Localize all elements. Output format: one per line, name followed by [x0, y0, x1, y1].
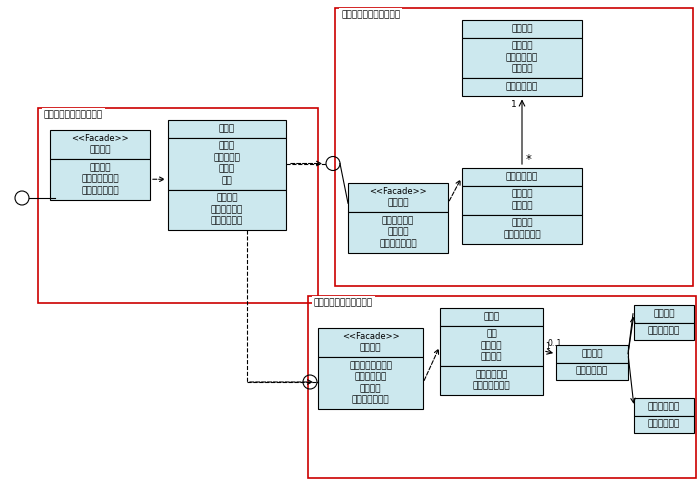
Text: 妥当な会員か（）: 妥当な会員か（）	[349, 361, 392, 370]
Text: （会員コード、: （会員コード、	[81, 175, 119, 184]
Bar	[308, 296, 696, 478]
Text: 貸出実施（）: 貸出実施（）	[506, 82, 538, 91]
Text: （会員コード）: （会員コード）	[351, 396, 389, 405]
Bar	[556, 345, 628, 362]
Text: 0..1: 0..1	[547, 339, 561, 348]
Text: 名前: 名前	[486, 330, 497, 339]
Text: 貸　出: 貸 出	[219, 124, 235, 133]
Text: レンタル商品: レンタル商品	[506, 172, 538, 181]
Bar	[318, 357, 423, 409]
Text: <<Facade>>: <<Facade>>	[71, 134, 129, 143]
Bar	[50, 159, 150, 199]
Bar	[462, 215, 582, 244]
Text: 取得する: 取得する	[387, 228, 409, 237]
Text: 貸出実施（）: 貸出実施（）	[576, 367, 608, 376]
Bar	[462, 20, 582, 37]
Text: <<Facade>>: <<Facade>>	[342, 332, 399, 341]
Bar	[462, 186, 582, 215]
Bar	[462, 78, 582, 96]
Bar	[440, 326, 543, 366]
Text: 生年月日: 生年月日	[481, 341, 503, 350]
Text: 会員管理コンポーネント: 会員管理コンポーネント	[314, 298, 373, 307]
Text: 貸出する: 貸出する	[216, 194, 238, 203]
Text: 貸出管理: 貸出管理	[90, 146, 111, 155]
Text: *: *	[526, 153, 532, 165]
Text: 商品コード）: 商品コード）	[81, 186, 119, 195]
Bar	[634, 398, 694, 415]
Bar	[440, 308, 543, 326]
Text: （商品コード）: （商品コード）	[379, 239, 416, 248]
Text: 貸出管理コンポーネント: 貸出管理コンポーネント	[44, 110, 103, 119]
Text: 状態: 状態	[222, 176, 232, 185]
Bar	[634, 415, 694, 433]
Text: ゴールド会員: ゴールド会員	[648, 402, 680, 411]
Text: 1: 1	[545, 342, 550, 351]
Text: 会員取得: 会員取得	[360, 384, 382, 393]
Bar	[168, 137, 286, 190]
Bar	[634, 305, 694, 323]
Text: 予約件数: 予約件数	[511, 65, 533, 74]
Bar	[462, 37, 582, 78]
Text: 貸出本数: 貸出本数	[481, 353, 503, 362]
Text: 会員管理: 会員管理	[360, 344, 382, 353]
Text: 商品管理）: 商品管理）	[211, 217, 243, 226]
Bar	[50, 130, 150, 159]
Text: 商品区分: 商品区分	[511, 201, 533, 210]
Bar	[634, 323, 694, 340]
Bar	[38, 108, 318, 303]
Text: （会員管理、: （会員管理、	[211, 205, 243, 214]
Text: 貸出実施（）: 貸出実施（）	[648, 327, 680, 336]
Bar	[348, 183, 448, 212]
Text: 返却日: 返却日	[219, 165, 235, 174]
Text: 通常会員: 通常会員	[653, 309, 675, 318]
Text: 貸出する: 貸出する	[90, 163, 111, 172]
Text: タイトル: タイトル	[511, 24, 533, 33]
Bar	[168, 120, 286, 137]
Bar	[440, 366, 543, 395]
Bar	[335, 8, 693, 286]
Bar	[348, 212, 448, 252]
Text: タイトル: タイトル	[511, 42, 533, 51]
Bar	[556, 362, 628, 380]
Text: （会員コード）: （会員コード）	[473, 382, 510, 391]
Text: 貸出実施: 貸出実施	[511, 219, 533, 228]
Text: 管理番号: 管理番号	[511, 190, 533, 199]
Bar	[318, 328, 423, 357]
Bar	[462, 168, 582, 186]
Text: 商品管理コンポーネント: 商品管理コンポーネント	[341, 10, 400, 19]
Text: 妥当な会員か: 妥当な会員か	[475, 370, 507, 379]
Text: 貸出実施（）: 貸出実施（）	[648, 420, 680, 429]
Text: 貸出日: 貸出日	[219, 142, 235, 151]
Text: 返却予定日: 返却予定日	[214, 153, 240, 162]
Text: 貸出実施（）: 貸出実施（）	[354, 373, 386, 382]
Text: 会員区分: 会員区分	[581, 349, 603, 358]
Text: 商品管理: 商品管理	[387, 199, 409, 208]
Text: 貸出実施（）: 貸出実施（）	[382, 216, 414, 225]
Text: （商品コード）: （商品コード）	[503, 230, 541, 239]
Bar	[168, 190, 286, 230]
Text: <<Facade>>: <<Facade>>	[369, 187, 427, 196]
Text: 会　員: 会 員	[484, 312, 500, 321]
Text: 1: 1	[511, 100, 517, 109]
Text: 貸出可能本数: 貸出可能本数	[506, 53, 538, 62]
